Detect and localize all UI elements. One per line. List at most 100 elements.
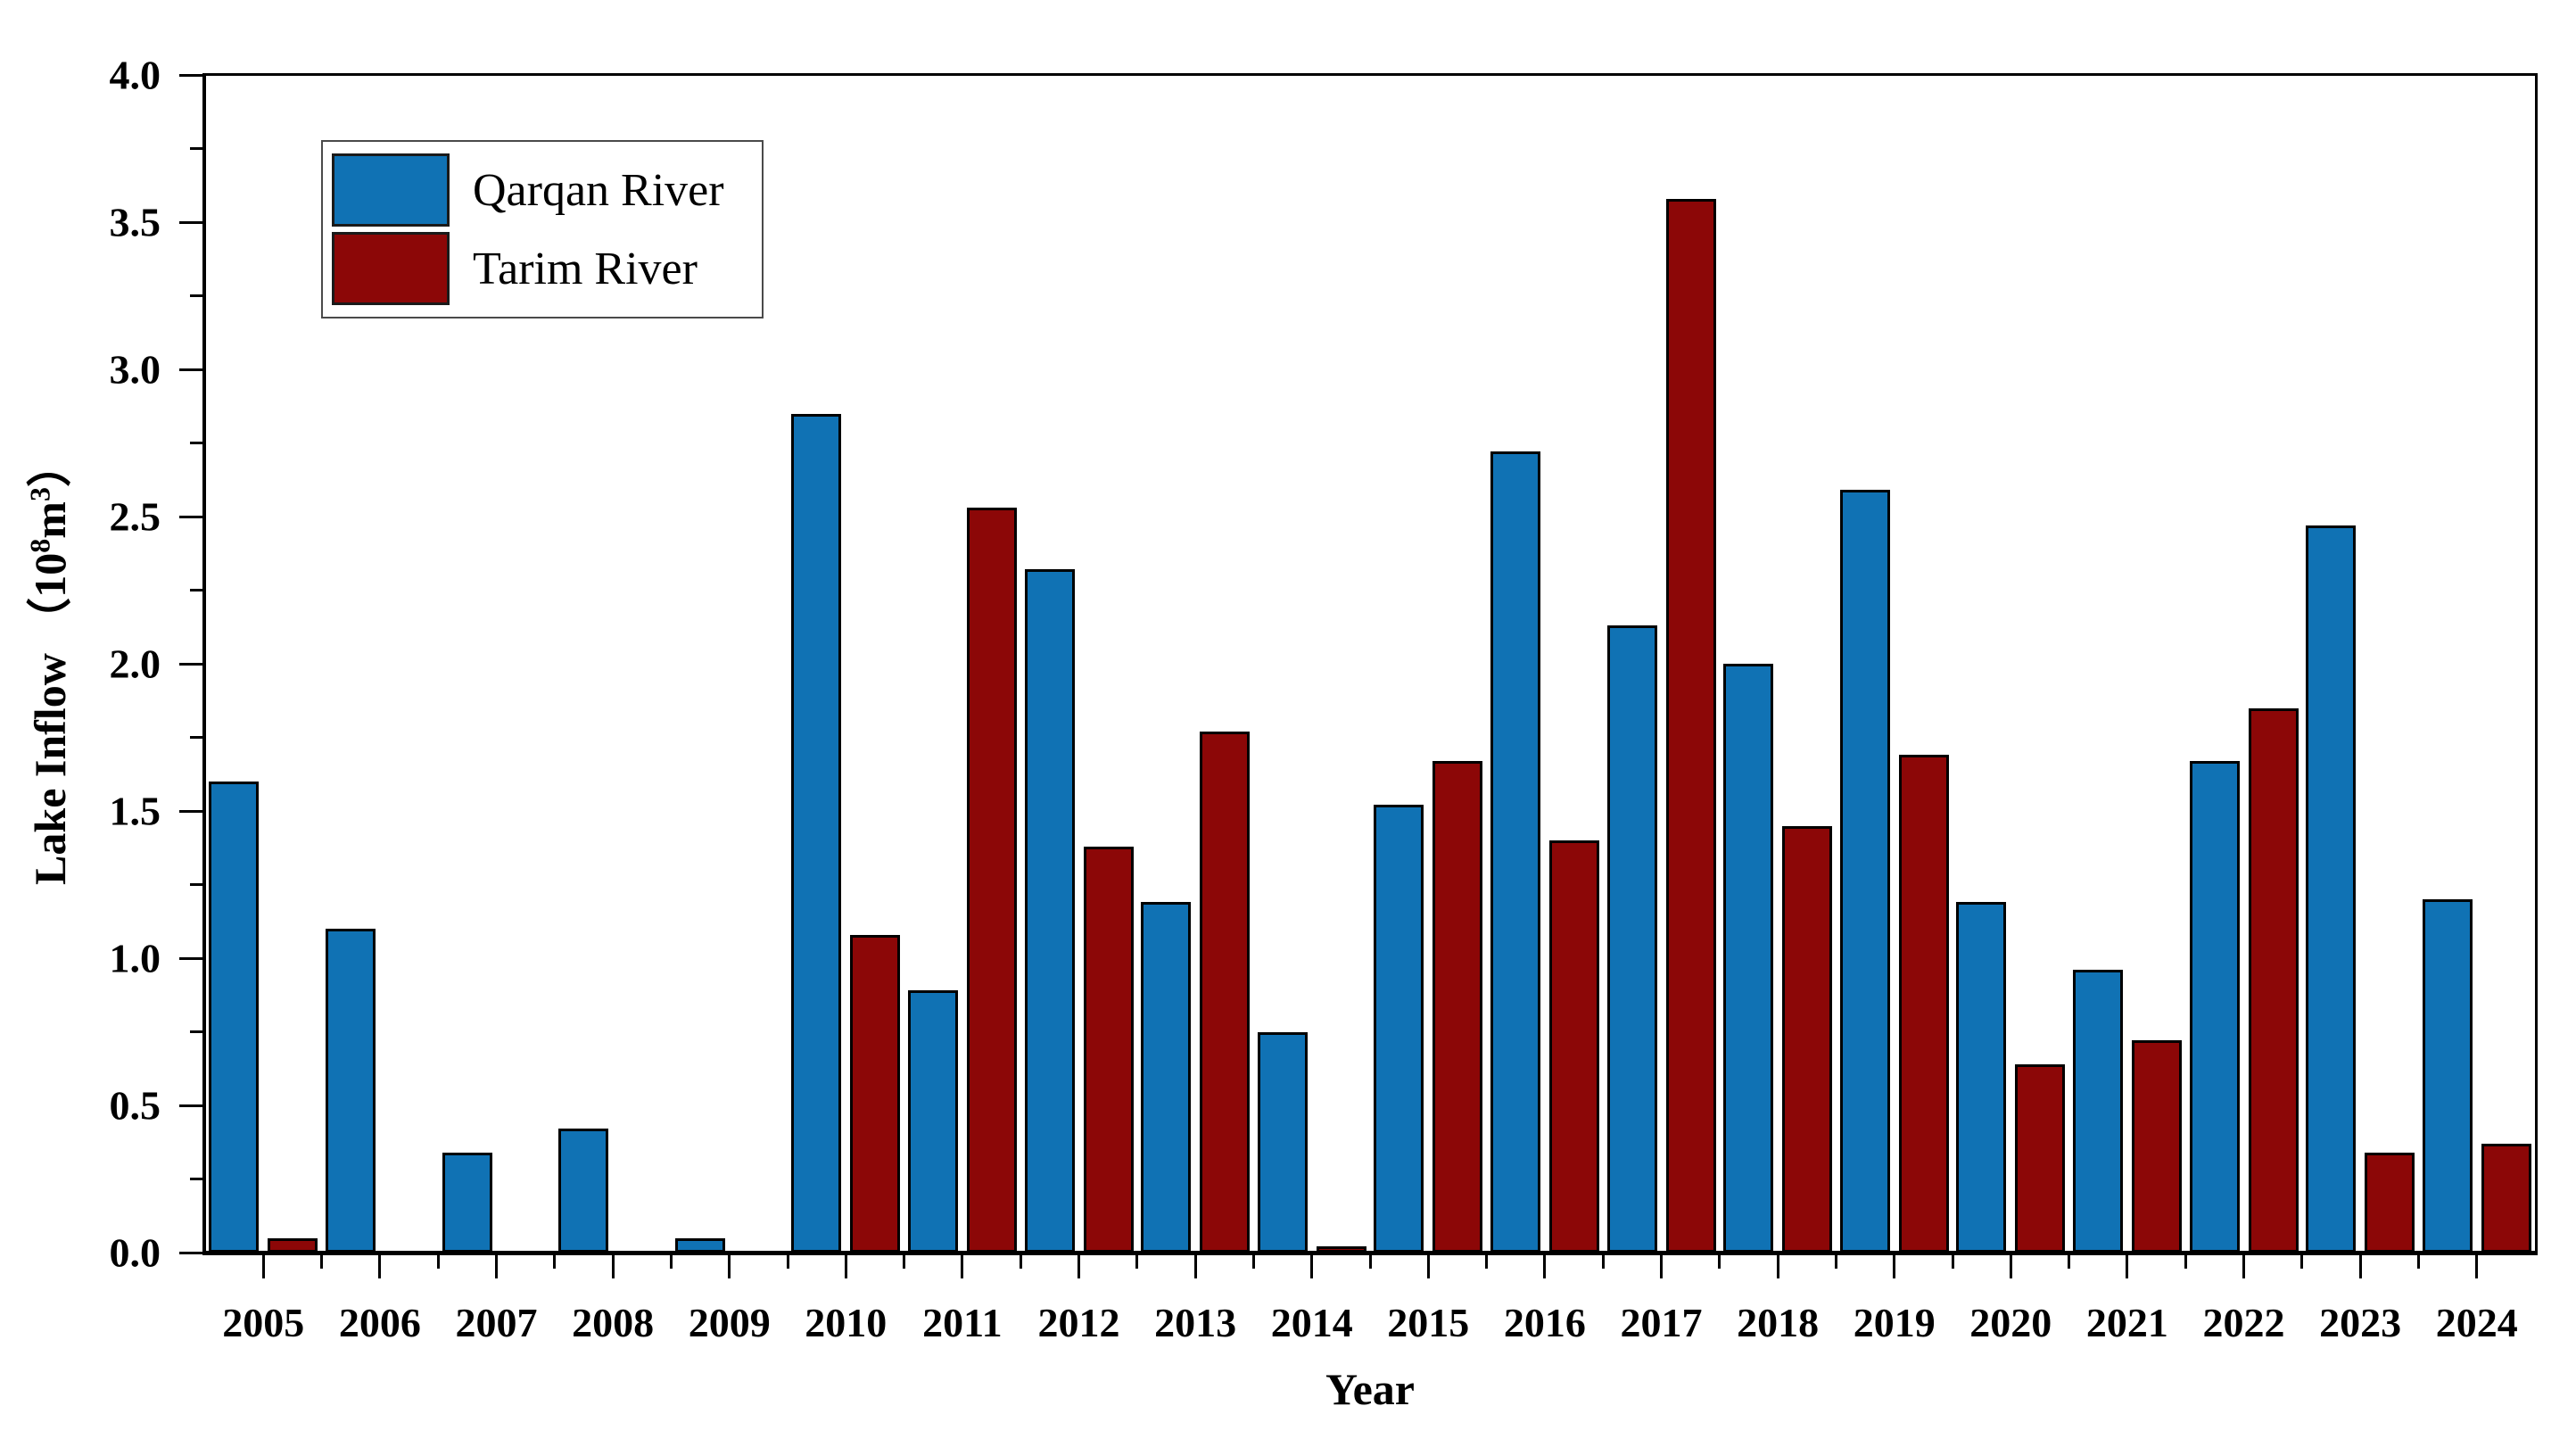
x-tick-label: 2016 bbox=[1503, 1300, 1586, 1345]
x-tick-label: 2007 bbox=[455, 1300, 538, 1345]
y-major-tick bbox=[179, 515, 202, 518]
x-major-tick bbox=[1660, 1255, 1663, 1278]
top-spine bbox=[202, 73, 2538, 76]
y-axis-title-text: Lake Inflow （10 bbox=[25, 552, 75, 885]
bar-qarqan-river-2010 bbox=[791, 413, 842, 1253]
x-minor-tick bbox=[1601, 1255, 1605, 1269]
legend-item-qarqan: Qarqan River bbox=[332, 153, 724, 227]
x-major-tick bbox=[1776, 1255, 1779, 1278]
x-tick-label: 2024 bbox=[2435, 1300, 2518, 1345]
bar-tarim-river-2024 bbox=[2481, 1143, 2531, 1253]
y-tick-label: 1.5 bbox=[109, 788, 161, 834]
y-major-tick bbox=[179, 809, 202, 813]
x-tick-label: 2015 bbox=[1387, 1300, 1470, 1345]
legend: Qarqan River Tarim River bbox=[321, 140, 764, 318]
y-tick-label: 0.5 bbox=[109, 1082, 161, 1129]
x-minor-tick bbox=[1951, 1255, 1954, 1269]
x-tick-label: 2019 bbox=[1853, 1300, 1936, 1345]
x-minor-tick bbox=[1019, 1255, 1022, 1269]
x-tick-label: 2012 bbox=[1037, 1300, 1120, 1345]
x-minor-tick bbox=[436, 1255, 440, 1269]
legend-item-tarim: Tarim River bbox=[332, 231, 698, 306]
y-major-tick bbox=[179, 1251, 202, 1254]
x-tick-label: 2006 bbox=[338, 1300, 421, 1345]
y-minor-tick bbox=[190, 883, 202, 886]
bar-tarim-river-2016 bbox=[1548, 840, 1599, 1253]
x-minor-tick bbox=[1368, 1255, 1372, 1269]
x-minor-tick bbox=[2416, 1255, 2420, 1269]
bar-qarqan-river-2006 bbox=[325, 929, 376, 1253]
x-major-tick bbox=[261, 1255, 265, 1278]
y-major-tick bbox=[179, 956, 202, 960]
x-tick-label: 2009 bbox=[688, 1300, 771, 1345]
bar-qarqan-river-2024 bbox=[2422, 899, 2473, 1253]
bar-tarim-river-2015 bbox=[1432, 760, 1483, 1253]
x-major-tick bbox=[1193, 1255, 1197, 1278]
y-major-tick bbox=[179, 220, 202, 224]
bar-tarim-river-2011 bbox=[966, 508, 1017, 1253]
bar-qarqan-river-2008 bbox=[558, 1129, 609, 1253]
bar-qarqan-river-2005 bbox=[209, 782, 260, 1253]
x-major-tick bbox=[1310, 1255, 1314, 1278]
x-tick-label: 2008 bbox=[572, 1300, 655, 1345]
bar-qarqan-river-2016 bbox=[1490, 451, 1540, 1253]
x-tick-label: 2005 bbox=[222, 1300, 305, 1345]
y-minor-tick bbox=[190, 589, 202, 591]
x-major-tick bbox=[611, 1255, 615, 1278]
x-minor-tick bbox=[1485, 1255, 1489, 1269]
x-minor-tick bbox=[1834, 1255, 1837, 1269]
y-axis-line bbox=[202, 73, 206, 1254]
x-tick-label: 2011 bbox=[922, 1300, 1003, 1345]
bar-tarim-river-2019 bbox=[1898, 755, 1949, 1253]
x-minor-tick bbox=[669, 1255, 673, 1269]
x-major-tick bbox=[844, 1255, 847, 1278]
y-axis-title-close: ） bbox=[25, 443, 75, 488]
bar-qarqan-river-2013 bbox=[1141, 902, 1192, 1253]
x-minor-tick bbox=[903, 1255, 906, 1269]
x-major-tick bbox=[728, 1255, 731, 1278]
bar-qarqan-river-2007 bbox=[442, 1152, 492, 1253]
x-major-tick bbox=[2009, 1255, 2012, 1278]
x-major-tick bbox=[2475, 1255, 2479, 1278]
y-tick-label: 0.0 bbox=[109, 1229, 161, 1276]
bar-qarqan-river-2018 bbox=[1723, 664, 1774, 1253]
x-major-tick bbox=[2126, 1255, 2129, 1278]
y-tick-label: 2.0 bbox=[109, 641, 161, 687]
bar-tarim-river-2012 bbox=[1083, 846, 1134, 1253]
x-minor-tick bbox=[553, 1255, 557, 1269]
x-major-tick bbox=[1077, 1255, 1080, 1278]
y-major-tick bbox=[179, 368, 202, 371]
bar-qarqan-river-2011 bbox=[907, 990, 958, 1253]
x-major-tick bbox=[1543, 1255, 1547, 1278]
legend-label-qarqan: Qarqan River bbox=[473, 164, 724, 216]
x-tick-label: 2017 bbox=[1620, 1300, 1703, 1345]
y-major-tick bbox=[179, 662, 202, 666]
x-tick-label: 2010 bbox=[805, 1300, 888, 1345]
bar-qarqan-river-2017 bbox=[1606, 625, 1657, 1253]
legend-swatch-tarim bbox=[332, 232, 450, 305]
bar-qarqan-river-2019 bbox=[1839, 490, 1890, 1253]
bar-tarim-river-2022 bbox=[2248, 707, 2299, 1253]
y-minor-tick bbox=[190, 1178, 202, 1180]
legend-label-tarim: Tarim River bbox=[473, 243, 698, 294]
x-major-tick bbox=[2242, 1255, 2245, 1278]
y-minor-tick bbox=[190, 147, 202, 150]
y-tick-label: 3.0 bbox=[109, 346, 161, 393]
bar-qarqan-river-2015 bbox=[1374, 805, 1424, 1253]
bar-qarqan-river-2021 bbox=[2072, 970, 2123, 1253]
bar-qarqan-river-2023 bbox=[2306, 525, 2357, 1253]
x-major-tick bbox=[2358, 1255, 2362, 1278]
x-minor-tick bbox=[2184, 1255, 2187, 1269]
x-major-tick bbox=[961, 1255, 964, 1278]
bar-tarim-river-2013 bbox=[1200, 731, 1251, 1253]
right-spine bbox=[2535, 73, 2538, 1254]
y-tick-label: 1.0 bbox=[109, 935, 161, 981]
x-major-tick bbox=[378, 1255, 382, 1278]
y-tick-label: 2.5 bbox=[109, 493, 161, 540]
x-tick-label: 2014 bbox=[1270, 1300, 1353, 1345]
x-minor-tick bbox=[1251, 1255, 1255, 1269]
bar-tarim-river-2021 bbox=[2131, 1040, 2182, 1253]
y-minor-tick bbox=[190, 736, 202, 739]
x-major-tick bbox=[495, 1255, 498, 1278]
y-major-tick bbox=[179, 73, 202, 77]
